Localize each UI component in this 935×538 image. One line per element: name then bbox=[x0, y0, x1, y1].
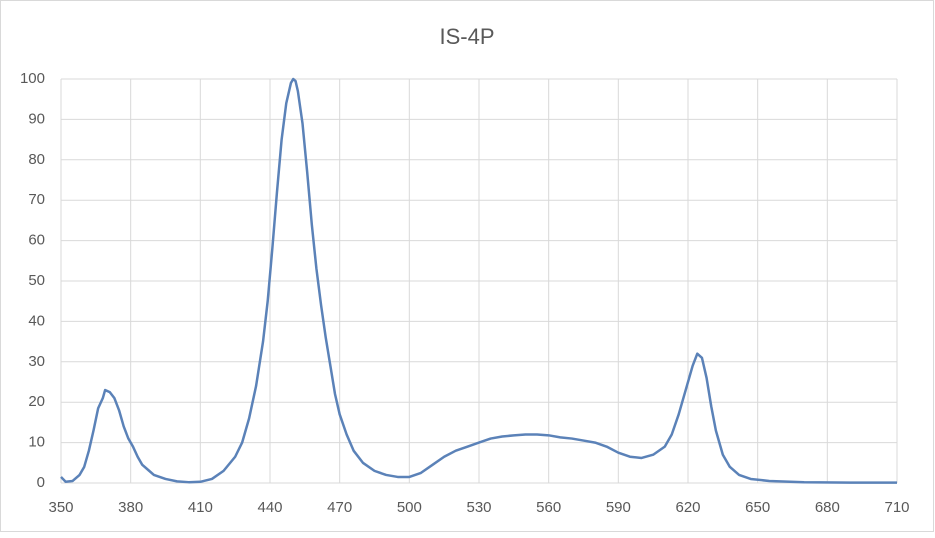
x-tick-label: 560 bbox=[536, 499, 561, 516]
y-tick-label: 40 bbox=[28, 312, 45, 329]
y-tick-label: 30 bbox=[28, 353, 45, 370]
y-tick-label: 90 bbox=[28, 110, 45, 127]
x-tick-label: 500 bbox=[397, 499, 422, 516]
x-tick-label: 530 bbox=[466, 499, 491, 516]
y-tick-label: 20 bbox=[28, 393, 45, 410]
x-tick-label: 350 bbox=[48, 499, 73, 516]
y-tick-label: 100 bbox=[20, 70, 45, 87]
chart-title: IS-4P bbox=[439, 24, 494, 49]
x-tick-label: 710 bbox=[884, 499, 909, 516]
x-tick-label: 440 bbox=[257, 499, 282, 516]
x-tick-label: 410 bbox=[188, 499, 213, 516]
x-tick-label: 470 bbox=[327, 499, 352, 516]
data-line bbox=[60, 77, 897, 484]
y-tick-label: 10 bbox=[28, 434, 45, 451]
y-tick-label: 60 bbox=[28, 232, 45, 249]
x-tick-label: 650 bbox=[745, 499, 770, 516]
y-tick-label: 70 bbox=[28, 191, 45, 208]
x-tick-label: 680 bbox=[815, 499, 840, 516]
y-tick-label: 50 bbox=[28, 272, 45, 289]
x-tick-label: 380 bbox=[118, 499, 143, 516]
x-tick-label: 590 bbox=[606, 499, 631, 516]
y-tick-label: 0 bbox=[37, 474, 45, 491]
y-tick-label: 80 bbox=[28, 151, 45, 168]
x-tick-label: 620 bbox=[675, 499, 700, 516]
